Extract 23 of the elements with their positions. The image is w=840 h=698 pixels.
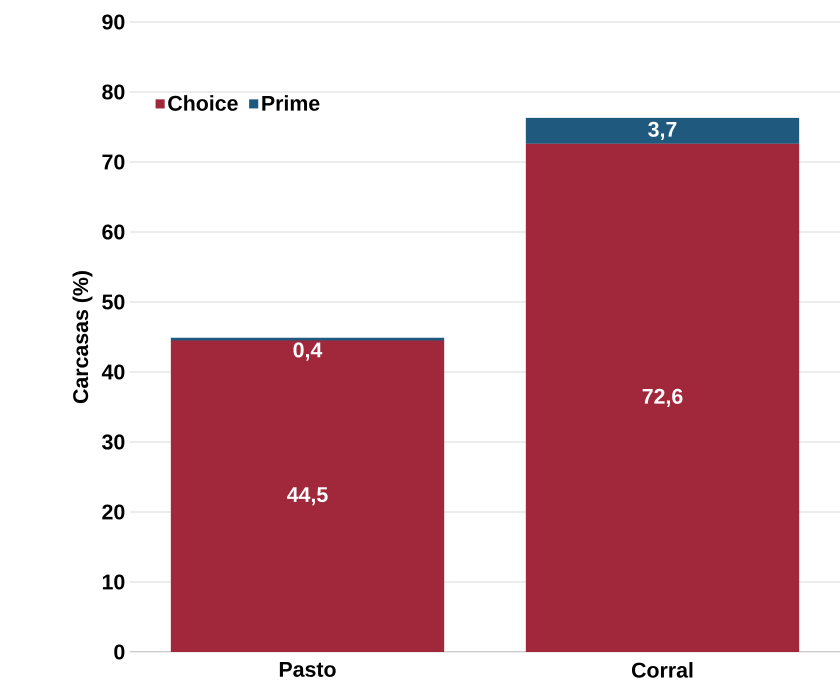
legend-label: Choice bbox=[168, 95, 238, 111]
y-tick-label: 40 bbox=[102, 364, 124, 380]
y-tick-label: 20 bbox=[102, 504, 124, 520]
bar bbox=[170, 340, 444, 652]
y-tick-label: 0 bbox=[114, 644, 124, 660]
y-tick-label: 80 bbox=[102, 84, 124, 100]
x-tick-label: Pasto bbox=[280, 662, 336, 677]
data-label: 0,4 bbox=[294, 342, 322, 361]
data-label: 44,5 bbox=[287, 487, 328, 506]
y-tick-label: 90 bbox=[102, 14, 124, 30]
y-tick-label: 70 bbox=[102, 154, 124, 170]
data-label: 72,6 bbox=[642, 388, 682, 407]
y-tick-label: 50 bbox=[102, 294, 124, 310]
legend-label: Prime bbox=[262, 95, 320, 111]
y-axis-title: Carcasas (%) bbox=[72, 271, 92, 404]
x-tick-label: Corral bbox=[632, 662, 692, 678]
bar bbox=[526, 118, 800, 144]
bar bbox=[526, 144, 800, 652]
y-tick-label: 60 bbox=[102, 224, 124, 240]
y-tick-label: 30 bbox=[102, 434, 124, 450]
y-tick-label: 10 bbox=[102, 574, 124, 590]
bar bbox=[170, 338, 444, 340]
data-label: 3,7 bbox=[648, 122, 676, 140]
